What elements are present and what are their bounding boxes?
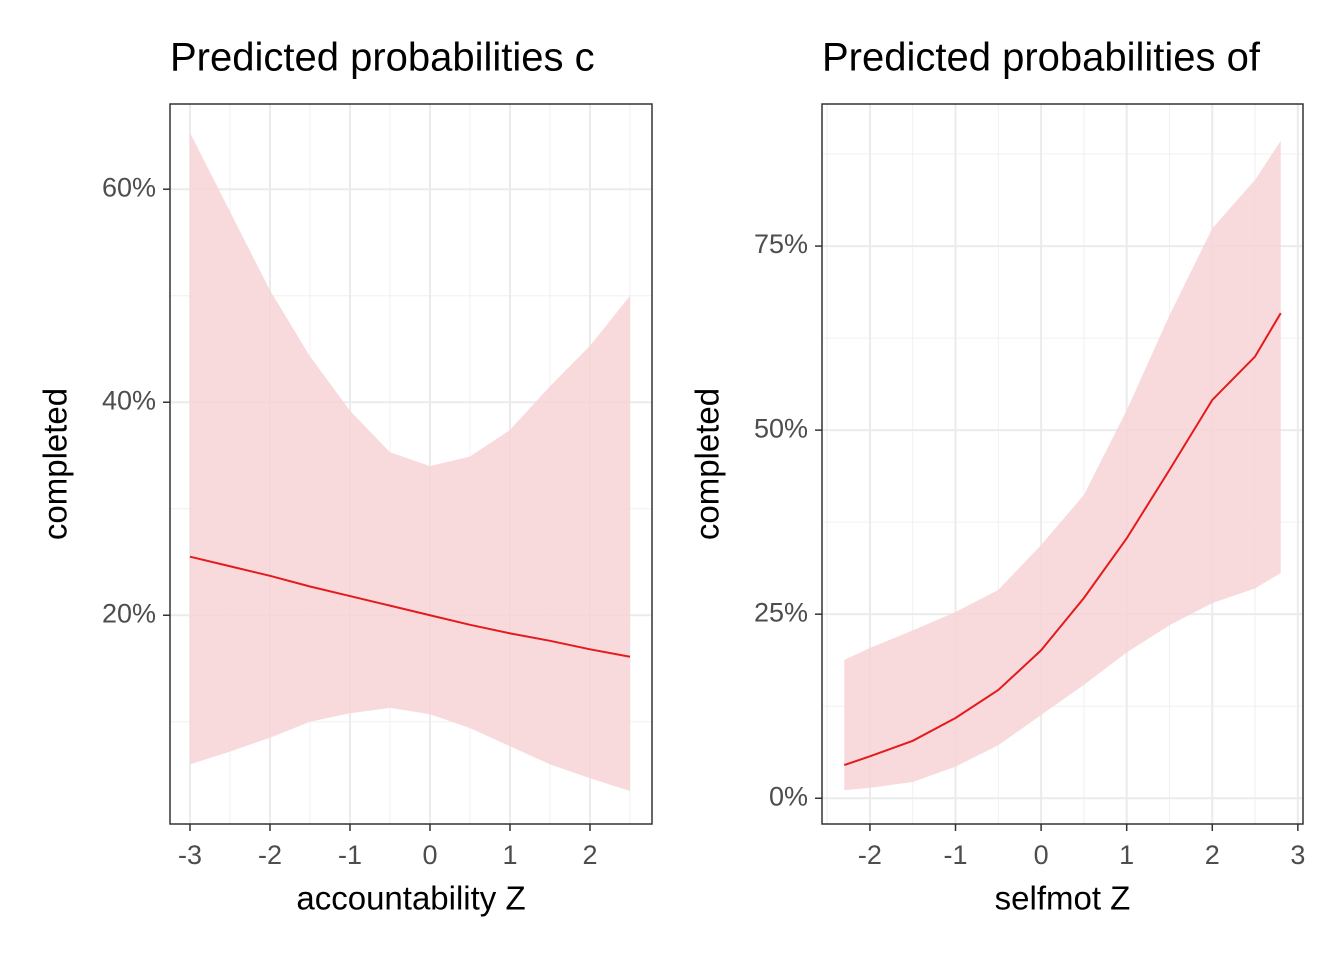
x-tick-label: 1 xyxy=(502,840,517,870)
y-tick-label: 20% xyxy=(102,598,156,628)
x-tick-label: 1 xyxy=(1119,840,1134,870)
panel: 0% 25% 50% 75% -2 -1 0 1 2 3 selfmot Z completed Pre… xyxy=(689,36,1306,917)
y-axis-title: completed xyxy=(37,388,74,540)
x-axis-title: accountability Z xyxy=(296,880,525,917)
x-tick-label: 0 xyxy=(422,840,437,870)
y-tick-label: 0% xyxy=(769,781,808,811)
plot-border xyxy=(169,103,653,825)
confidence-band xyxy=(844,140,1281,791)
y-tick-label: 25% xyxy=(754,597,808,627)
y-tick-label: 40% xyxy=(102,385,156,415)
y-axis-title: completed xyxy=(689,388,726,540)
x-tick-label: -2 xyxy=(858,840,882,870)
y-tick-label: 60% xyxy=(102,172,156,202)
x-axis-title: selfmot Z xyxy=(995,880,1131,917)
x-tick-label: -1 xyxy=(338,840,362,870)
y-tick-label: 75% xyxy=(754,229,808,259)
confidence-band xyxy=(190,132,630,791)
x-tick-label: 0 xyxy=(1034,840,1049,870)
x-tick-label: -3 xyxy=(178,840,202,870)
y-tick-label: 50% xyxy=(754,413,808,443)
x-tick-label: 2 xyxy=(582,840,597,870)
chart-title: Predicted probabilities c xyxy=(170,36,595,80)
line xyxy=(843,312,1282,767)
x-tick-label: 3 xyxy=(1290,840,1305,870)
x-tick-label: -2 xyxy=(258,840,282,870)
panel: 20% 40% 60% -3 -2 -1 0 1 2 accountability Z comple… xyxy=(37,36,653,917)
x-tick-label: 2 xyxy=(1205,840,1220,870)
plot-border xyxy=(821,103,1304,825)
x-tick-label: -1 xyxy=(944,840,968,870)
chart-title: Predicted probabilities of xyxy=(822,36,1261,80)
line xyxy=(189,555,631,658)
